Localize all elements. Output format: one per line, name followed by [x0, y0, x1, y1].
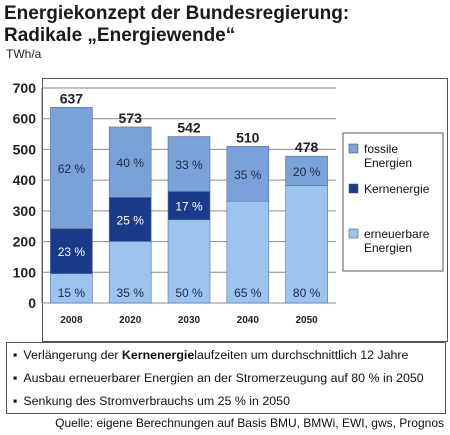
bullet-item-3: Senkung des Stromverbrauchs um 25 % in 2…	[13, 394, 290, 408]
title-line-1: Energiekonzept der Bundesregierung:	[4, 3, 350, 24]
bar-segment	[285, 155, 328, 186]
percent-label: 80 %	[293, 286, 321, 300]
source-note: Quelle: eigene Berechnungen auf Basis BM…	[55, 416, 444, 430]
percent-label: 35 %	[117, 286, 145, 300]
bar-segment	[108, 126, 152, 198]
legend-label: Kernenergie	[364, 182, 430, 196]
total-label: 542	[177, 120, 201, 136]
legend-swatch	[348, 183, 359, 194]
bar-segment	[108, 197, 152, 242]
title-line-2: Radikale „Energiewende“	[4, 25, 236, 46]
y-tick-label: 600	[13, 111, 37, 127]
bar-segment	[167, 136, 211, 192]
bar-segment	[108, 241, 152, 304]
bullet-1-text: Verlängerung der	[23, 348, 122, 362]
unit-label: TWh/a	[6, 47, 42, 61]
bullet-2-text: Ausbau erneuerbarer Energien an der Stro…	[23, 371, 424, 385]
x-tick-label: 2050	[295, 315, 318, 326]
bullet-3-text: Senkung des Stromverbrauchs um 25 % in 2…	[23, 394, 290, 408]
legend-label: fossile	[364, 142, 398, 156]
stacked-bar-chart: 0 100 200 300 400 500 600 700 15 % 23 % 62 % 637 200…	[13, 80, 444, 326]
bar-segment	[226, 146, 270, 202]
bullet-list: Verlängerung der Kernenergielaufzeiten u…	[6, 342, 446, 414]
y-tick-label: 700	[13, 80, 37, 96]
legend-label: erneuerbare	[364, 227, 430, 241]
total-label: 510	[236, 129, 260, 145]
y-tick-label: 0	[28, 295, 36, 311]
percent-label: 62 %	[58, 162, 86, 176]
chart-title: Energiekonzept der Bundesregierung: Radi…	[4, 3, 349, 47]
y-tick-label: 300	[13, 203, 37, 219]
x-tick-label: 2030	[178, 315, 201, 326]
total-label: 478	[295, 139, 319, 155]
x-tick-label: 2040	[237, 315, 260, 326]
legend-label-line2: Energien	[364, 241, 412, 255]
legend-box	[342, 132, 444, 272]
percent-label: 35 %	[234, 168, 262, 182]
percent-label: 20 %	[293, 165, 321, 179]
x-tick-label: 2008	[60, 315, 83, 326]
bar-segment	[285, 185, 328, 304]
percent-label: 50 %	[175, 286, 203, 300]
legend-label-line2: Energien	[364, 156, 412, 170]
bar-segment	[167, 219, 211, 304]
y-tick-label: 200	[13, 234, 37, 250]
bar-segment	[50, 107, 93, 229]
bullet-item-1: Verlängerung der Kernenergielaufzeiten u…	[13, 348, 408, 362]
percent-label: 65 %	[234, 286, 262, 300]
y-tick-label: 100	[13, 264, 37, 280]
percent-label: 17 %	[175, 200, 203, 214]
legend-swatch	[348, 143, 359, 154]
total-label: 637	[60, 90, 84, 106]
percent-label: 23 %	[58, 245, 86, 259]
bar-segment	[50, 273, 93, 304]
y-tick-label: 400	[13, 172, 37, 188]
percent-label: 25 %	[117, 213, 145, 227]
x-tick-label: 2020	[119, 315, 142, 326]
bullet-item-2: Ausbau erneuerbarer Energien an der Stro…	[13, 371, 424, 385]
bullet-1-text-end: laufzeiten um durchschnittlich 12 Jahre	[194, 348, 409, 362]
percent-label: 40 %	[117, 156, 145, 170]
total-label: 573	[119, 110, 143, 126]
percent-label: 33 %	[175, 158, 203, 172]
y-tick-label: 500	[13, 141, 37, 157]
bar-segment	[50, 228, 93, 274]
bar-segment	[167, 191, 211, 221]
bar-segment	[226, 200, 270, 304]
legend-swatch	[348, 228, 359, 239]
percent-label: 15 %	[58, 286, 86, 300]
bullet-1-bold: Kernenergie	[121, 348, 195, 362]
